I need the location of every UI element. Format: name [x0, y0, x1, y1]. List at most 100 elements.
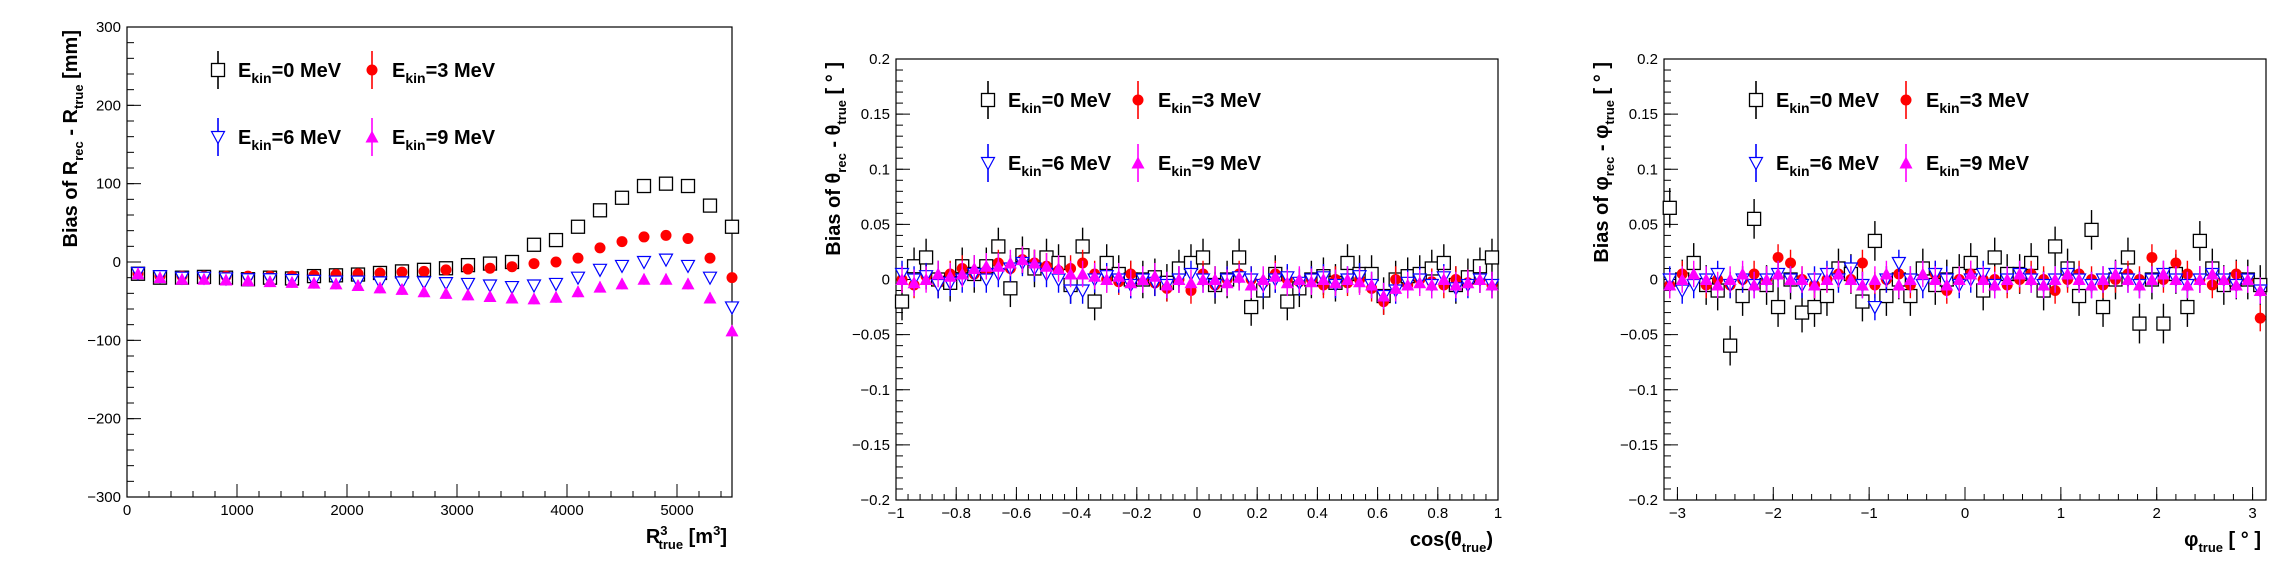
legend-label: Ekin=6 MeV: [1776, 153, 1880, 179]
legend-marker: [365, 130, 379, 143]
data-point: [593, 280, 607, 293]
y-tick-label: 200: [96, 97, 121, 114]
data-point: [548, 277, 564, 292]
data-point: [1304, 275, 1318, 288]
y-tick-label: −0.15: [1620, 437, 1658, 454]
y-tick-label: −200: [87, 411, 121, 428]
x-tick-label: 3000: [440, 502, 473, 519]
data-point: [894, 294, 910, 309]
data-point: [1220, 276, 1234, 289]
y-tick-label: −0.15: [852, 437, 890, 454]
y-tick-label: −0.2: [860, 492, 890, 509]
data-point: [1425, 278, 1439, 291]
data-point: [592, 203, 608, 218]
data-point: [682, 233, 694, 244]
x-tick-label: −1: [1861, 505, 1878, 522]
data-point: [1964, 267, 1978, 280]
data-point: [2084, 222, 2099, 238]
data-point: [1831, 267, 1845, 280]
data-point: [153, 271, 167, 284]
data-point: [1675, 273, 1689, 285]
data-point: [373, 281, 387, 294]
data-point: [1952, 273, 1966, 285]
data-point: [351, 279, 365, 291]
data-point: [1855, 278, 1869, 291]
x-tick-label: 2: [2153, 505, 2161, 522]
data-point: [1124, 276, 1138, 289]
data-point: [991, 259, 1005, 272]
data-point: [526, 279, 542, 294]
data-point: [724, 301, 740, 316]
data-point: [1136, 273, 1150, 285]
legend-label: Ekin=0 MeV: [1776, 90, 1880, 116]
y-tick-label: 0.2: [869, 51, 890, 68]
data-point: [659, 272, 673, 285]
data-point: [1449, 278, 1463, 291]
y-tick-label: −0.2: [1628, 492, 1658, 509]
data-point: [2254, 312, 2266, 324]
data-point: [1232, 270, 1246, 283]
data-point: [416, 276, 432, 291]
data-point: [396, 266, 408, 278]
legend-marker: [980, 92, 996, 108]
data-point: [528, 258, 540, 270]
x-tick-label: −0.8: [941, 505, 971, 522]
x-axis-label: cos(θtrue): [1410, 529, 1493, 555]
data-point: [1987, 250, 2002, 265]
legend-marker: [210, 62, 226, 78]
data-point: [175, 272, 189, 285]
data-point: [307, 276, 321, 289]
data-point: [219, 273, 233, 286]
data-point: [704, 252, 716, 264]
x-axis-label: φtrue [ ° ]: [2184, 529, 2261, 555]
data-point: [1662, 200, 1677, 215]
chart-panel-1: 0 1000 2000 3000 4000 5000 −300 −200 −100 0 100 200…: [60, 19, 740, 552]
data-point: [658, 176, 674, 191]
data-point: [1867, 300, 1883, 315]
x-tick-label: 3: [2248, 505, 2256, 522]
data-point: [637, 272, 651, 285]
data-point: [2013, 267, 2027, 280]
x-tick-label: 0.4: [1307, 505, 1328, 522]
data-point: [1879, 267, 1893, 280]
x-tick-label: −1: [887, 505, 904, 522]
data-point: [2072, 273, 2086, 285]
x-tick-label: 0: [123, 502, 131, 519]
data-point: [2169, 273, 2183, 285]
data-point: [1112, 269, 1126, 282]
data-point: [2192, 233, 2208, 249]
data-point: [1928, 273, 1942, 285]
data-point: [1280, 276, 1294, 289]
data-point: [680, 259, 696, 274]
data-point: [1808, 278, 1821, 291]
data-point: [2146, 251, 2158, 263]
data-point: [527, 292, 541, 305]
data-point: [703, 291, 717, 304]
data-point: [967, 261, 981, 274]
legend-marker: [210, 130, 226, 145]
data-point: [1663, 278, 1677, 291]
data-point: [919, 273, 933, 285]
data-point: [484, 262, 496, 274]
x-tick-label: 4000: [550, 502, 583, 519]
data-point: [2132, 278, 2146, 291]
x-tick-label: 1: [1494, 505, 1502, 522]
x-tick-label: 5000: [660, 502, 693, 519]
legend-marker: [1132, 94, 1144, 106]
data-point: [440, 264, 452, 276]
data-point: [658, 253, 674, 268]
data-point: [1027, 256, 1041, 269]
data-point: [702, 198, 718, 213]
data-point: [1256, 273, 1270, 285]
y-tick-label: −300: [87, 489, 121, 506]
data-point: [592, 263, 608, 278]
data-point: [2000, 273, 2014, 285]
data-point: [483, 289, 497, 302]
data-point: [2121, 273, 2135, 285]
data-point: [2241, 273, 2255, 285]
legend-label: Ekin=9 MeV: [1926, 153, 2030, 179]
data-point: [614, 259, 630, 274]
data-point: [615, 277, 629, 290]
legend-label: Ekin=3 MeV: [1926, 90, 2030, 116]
